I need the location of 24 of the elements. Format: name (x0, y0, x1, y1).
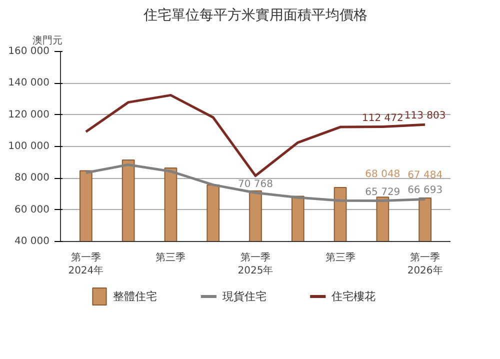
legend-label: 現貨住宅 (222, 290, 266, 303)
x-tick-label: 第一季 2025年 (238, 252, 274, 277)
y-tick-label: 80 000 (14, 172, 50, 184)
x-tick-label: 第一季 2026年 (407, 252, 443, 277)
x-tick-label: 第三季 (156, 252, 186, 264)
y-tick-label: 100 000 (8, 141, 50, 152)
data-label: 68 048 (365, 169, 400, 180)
chart-title: 住宅單位每平方米實用面積平均價格 (142, 8, 368, 24)
y-tick-label: 140 000 (8, 78, 50, 89)
y-tick-label: 40 000 (14, 236, 50, 247)
data-label: 70 768 (238, 178, 274, 190)
x-tick-label: 第一季 2024年 (68, 252, 104, 277)
y-tick-label: 160 000 (8, 46, 50, 57)
data-label: 65 729 (365, 186, 400, 198)
legend-label: 住宅樓花 (332, 290, 376, 303)
data-label: 112 472 (362, 112, 404, 124)
data-label: 67 484 (408, 170, 443, 181)
x-tick-label: 第三季 (325, 252, 356, 264)
data-label: 113 803 (404, 110, 446, 122)
legend-label: 整體住宅 (113, 290, 158, 303)
data-label: 66 693 (408, 185, 443, 196)
y-tick-label: 60 000 (14, 204, 50, 216)
y-tick-label: 120 000 (8, 109, 50, 120)
y-axis-title: 澳門元 (32, 34, 62, 46)
